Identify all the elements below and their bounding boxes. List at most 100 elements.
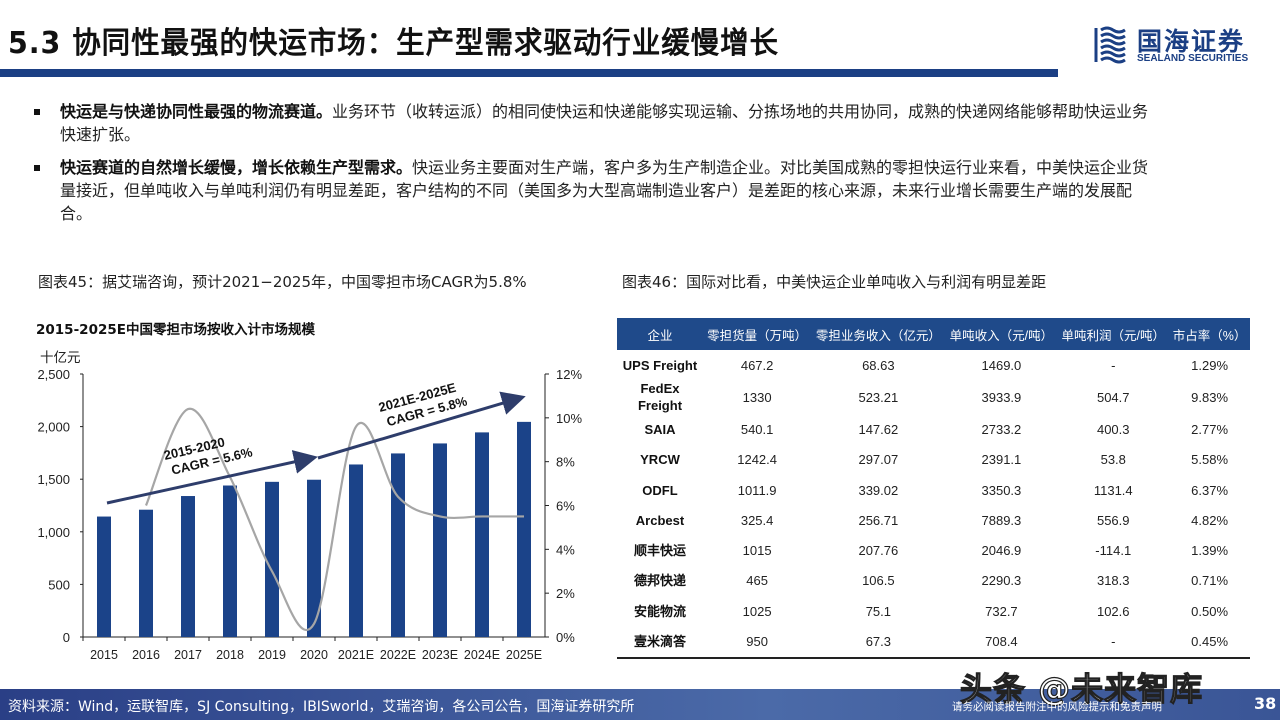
table-row: 壹米滴答 950 67.3 708.4-0.45%: [617, 626, 1250, 659]
right-axis-tick-label: 4%: [556, 542, 575, 557]
cagr-arrow-2021-2025: [317, 391, 526, 460]
table-cell: 0.50%: [1191, 603, 1229, 619]
table-cell: 3933.9: [981, 389, 1022, 405]
table-cell: -114.1: [1095, 543, 1132, 559]
table-cell: 297.07: [858, 452, 899, 468]
table-cell: 1011.9: [737, 482, 777, 498]
table-row: ODFL 1011.9 339.02 3350.3 1131.4 6.37%: [617, 475, 1250, 505]
table-row: UPS Freight 467.2 68.63 1469.0 - 1.29%: [617, 350, 1250, 380]
left-axis-tick-label: 0: [63, 630, 70, 645]
right-axis-tick-label: 0%: [556, 630, 575, 645]
table-cell: 504.7: [1096, 389, 1130, 405]
table-cell: 1.39%: [1191, 543, 1229, 559]
x-axis-label: 2025E: [506, 648, 542, 662]
table-cell: 207.76: [858, 543, 899, 559]
right-axis-tick-label: 8%: [556, 455, 575, 470]
table-cell: 732.7: [985, 603, 1018, 619]
table-row: 顺丰快运 1015 207.76 2046.9 -114.1 1.39%: [617, 535, 1250, 565]
x-axis-label: 2019: [258, 648, 286, 662]
table-cell: 7889.3: [981, 512, 1022, 528]
left-axis-ticks: 2,500 2,000 1,500 1,000 500 0: [37, 367, 83, 645]
table-cell: 1469.0: [981, 357, 1022, 373]
table-cell: -: [1057, 626, 1170, 659]
table-cell: 256.71: [858, 512, 899, 528]
company-name-cell: Arcbest: [635, 512, 685, 528]
footer-bar: [0, 689, 1280, 720]
bullet-2-lead: 快运赛道的自然增长缓慢，增长依赖生产型需求。: [60, 158, 413, 177]
column-header: 企业: [617, 318, 703, 350]
table-cell: 0.71%: [1191, 573, 1229, 589]
page-number: 38: [1254, 694, 1277, 713]
table-cell: 9.83%: [1191, 389, 1229, 405]
table-cell: 53.8: [1100, 452, 1126, 468]
x-axis-label: 2017: [174, 648, 202, 662]
x-axis-label: 2021E: [338, 648, 374, 662]
table-cell: 540.1: [740, 421, 774, 437]
table-cell: 106.5: [862, 573, 895, 589]
table-cell: 1242.4: [737, 452, 777, 468]
table-cell: 0.45%: [1169, 626, 1250, 659]
table-header-row: 企业 零担货量（万吨） 零担业务收入（亿元） 单吨收入（元/吨） 单吨利润（元/…: [617, 318, 1250, 350]
bar-2022E: [391, 453, 405, 637]
company-name-cell: 顺丰快运: [633, 543, 686, 559]
left-axis-tick-label: 1,000: [37, 525, 70, 540]
logo-english-name: SEALAND SECURITIES: [1137, 53, 1249, 64]
bar-series: [97, 421, 531, 637]
table-cell: 465: [746, 573, 768, 589]
growth-rate-line: [144, 407, 524, 632]
bullet-2-text: 快运业务主要面对生产端，客户多为生产制造企业。对比美国成熟的零担快运行业来看，中…: [60, 158, 1149, 223]
table-cell: 556.9: [1096, 512, 1130, 528]
x-axis-label: 2015: [90, 648, 118, 662]
table-cell: 1025: [742, 603, 772, 619]
figure-45-caption: 图表45：据艾瑞咨询，预计2021−2025年，中国零担市场CAGR为5.8%: [38, 273, 527, 291]
page-title: 5.3 协同性最强的快运市场：生产型需求驱动行业缓慢增长: [8, 26, 780, 61]
right-axis-tick-label: 2%: [556, 586, 575, 601]
bullet-1-text: 业务环节（收转运派）的相同使快运和快递能够实现运输、分拣场地的共用协同，成熟的快…: [60, 102, 1149, 144]
table-cell: 339.02: [858, 482, 899, 498]
column-header: 单吨收入（元/吨）: [945, 318, 1058, 350]
table-row: YRCW 1242.4 297.07 2391.1 53.8 5.58%: [617, 445, 1250, 475]
table-cell: 2.77%: [1191, 421, 1229, 437]
disclaimer-link[interactable]: 请务必阅读报告附注中的风险提示和免责声明: [952, 701, 1162, 713]
company-name-cell: 安能物流: [633, 603, 686, 619]
chart-unit-label: 十亿元: [40, 350, 81, 366]
table-cell: 1330: [742, 389, 772, 405]
column-header: 单吨利润（元/吨）: [1057, 318, 1170, 350]
x-axis-label: 2022E: [380, 648, 416, 662]
table-row: SAIA 540.1 147.62 2733.2 400.3 2.77%: [617, 414, 1250, 444]
title-underline-bar: [0, 69, 1058, 77]
column-header: 零担货量（万吨）: [703, 318, 812, 350]
comparison-table: 企业 零担货量（万吨） 零担业务收入（亿元） 单吨收入（元/吨） 单吨利润（元/…: [617, 318, 1250, 659]
right-axis-ticks: 12% 10% 8% 6% 4% 2% 0%: [545, 367, 582, 645]
company-name-cell: 德邦快递: [633, 573, 686, 589]
table-cell: 467.2: [740, 357, 774, 373]
chart-title: 2015-2025E中国零担市场按收入计市场规模: [36, 322, 315, 338]
x-axis-labels: 2015 2016 2017 2018 2019 2020 2021E 2022E 2023E 2…: [82, 637, 542, 662]
table-cell: 102.6: [1096, 603, 1130, 619]
table-cell: 68.63: [862, 357, 895, 373]
watermark: 头条 @未来智库: [959, 669, 1204, 708]
table-cell: 67.3: [811, 626, 946, 659]
table-cell: 6.37%: [1191, 482, 1229, 498]
table-cell: 4.82%: [1191, 512, 1229, 528]
right-axis-tick-label: 6%: [556, 499, 575, 514]
bar-2025E: [517, 421, 531, 637]
table-cell: 400.3: [1096, 421, 1130, 437]
left-axis-tick-label: 500: [48, 577, 70, 592]
bar-2018: [223, 485, 237, 637]
table-cell: 950: [703, 626, 812, 659]
company-name-cell: SAIA: [644, 421, 676, 437]
table-cell: 1.29%: [1191, 357, 1229, 373]
company-name-cell: UPS Freight: [622, 357, 698, 373]
logo-chinese-name: 国海证券: [1137, 27, 1246, 56]
table-row: FedEx Freight 1330 523.21 3933.9 504.7 9.83%: [617, 380, 1250, 414]
left-axis-tick-label: 2,000: [37, 420, 70, 435]
table-cell: 5.58%: [1191, 452, 1229, 468]
bar-2020: [307, 479, 321, 637]
table-cell: 318.3: [1096, 573, 1130, 589]
column-header: 市占率（%）: [1169, 318, 1250, 350]
column-header: 零担业务收入（亿元）: [811, 318, 946, 350]
table-cell: 2391.1: [981, 452, 1022, 468]
bar-2019: [265, 481, 279, 637]
table-row: 安能物流 1025 75.1 732.7 102.6 0.50%: [617, 596, 1250, 626]
